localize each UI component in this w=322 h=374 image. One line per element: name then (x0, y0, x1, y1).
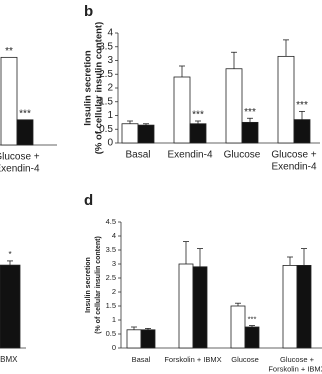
x-tick-label: Glucose + (0, 152, 40, 163)
significance-label: ** (5, 46, 13, 57)
bar (173, 76, 191, 144)
bar (277, 55, 295, 144)
bar (296, 264, 312, 349)
y-tick-label: 0 (107, 138, 113, 149)
bar (121, 123, 139, 144)
bar (0, 264, 21, 349)
y-tick-label: 4 (107, 28, 113, 39)
x-tick-label: Exendin-4 (271, 162, 316, 173)
y-tick-label: 2 (107, 83, 113, 94)
bar (16, 119, 34, 146)
significance-label: *** (248, 315, 257, 324)
y-tick-label: 2.5 (106, 273, 116, 282)
bar (178, 263, 194, 349)
y-axis-label: Insulin secretion (85, 257, 92, 313)
x-tick-label: Glucose (224, 150, 261, 161)
x-tick-label: Glucose (231, 355, 259, 364)
bar (137, 124, 155, 144)
y-tick-label: 2.5 (99, 69, 113, 80)
bar (140, 329, 156, 349)
significance-label: *** (244, 107, 256, 118)
y-tick-label: 0 (112, 343, 116, 352)
x-tick-label: Forskolin + IBMX (164, 355, 221, 364)
y-tick-label: 3.5 (99, 41, 113, 52)
y-tick-label: 0.5 (99, 124, 113, 135)
bar (244, 326, 260, 349)
x-tick-label: Glucose + (280, 355, 315, 364)
y-tick-label: 2 (112, 287, 116, 296)
bar (230, 305, 246, 349)
y-tick-label: 3 (107, 55, 113, 66)
x-tick-label: Exendin-4 (167, 150, 212, 161)
y-axis-label: (% of cellular insulin content) (94, 22, 105, 154)
x-tick-label: in + IBMX (0, 355, 18, 364)
y-tick-label: 1.5 (99, 96, 113, 107)
panel-letter: b (84, 3, 93, 20)
y-axis-label: Insulin secretion (83, 50, 94, 126)
x-tick-label: Glucose + (271, 150, 316, 161)
bar (282, 264, 298, 349)
bar (225, 68, 243, 144)
y-tick-label: 1 (107, 110, 113, 121)
bar (126, 329, 142, 349)
bar (192, 266, 208, 349)
x-tick-label: Exendin-4 (0, 164, 40, 175)
x-tick-label: Basal (132, 355, 151, 364)
x-tick-label: Forskolin + IBMX (268, 364, 322, 373)
x-tick-label: Basal (125, 150, 150, 161)
bar (241, 121, 259, 144)
significance-label: *** (19, 108, 31, 119)
y-tick-label: 0.5 (106, 329, 116, 338)
y-tick-label: 3.5 (106, 245, 116, 254)
panel-letter: d (84, 192, 93, 209)
y-tick-label: 3 (112, 259, 116, 268)
y-axis-label: (% of cellular insulin content) (95, 236, 102, 334)
significance-label: *** (192, 110, 204, 121)
y-tick-label: 1 (112, 315, 116, 324)
y-tick-label: 4.5 (106, 217, 116, 226)
y-tick-label: 4 (112, 231, 116, 240)
bar (293, 119, 311, 144)
y-tick-label: 1.5 (106, 301, 116, 310)
bar (189, 123, 207, 144)
significance-label: * (8, 250, 11, 259)
bar (0, 56, 18, 146)
significance-label: *** (296, 100, 308, 111)
